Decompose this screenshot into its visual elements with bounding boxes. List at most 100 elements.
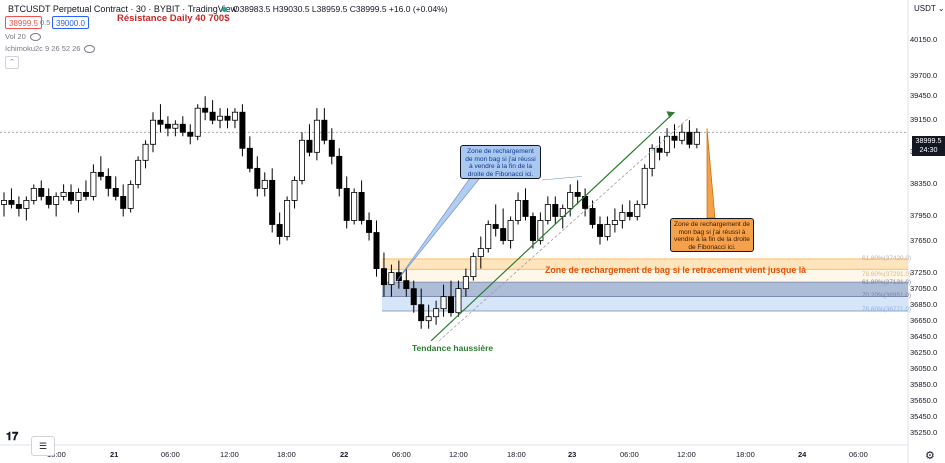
candle-body: [373, 232, 380, 269]
candle-body: [298, 139, 305, 181]
candle-body: [75, 192, 82, 201]
candle-body: [597, 224, 604, 237]
candle-body: [15, 204, 22, 209]
candle-body: [671, 135, 678, 141]
candle-body: [604, 224, 611, 237]
candle-body: [53, 196, 60, 205]
candle-body: [164, 123, 171, 129]
candle-body: [418, 304, 425, 322]
note-left[interactable]: Zone de rechargement de mon bag si j'ai …: [460, 145, 541, 179]
candle-body: [433, 308, 440, 318]
candle-body: [187, 131, 194, 137]
currency-label: USDT: [914, 4, 936, 13]
time-tick-label: 23: [568, 450, 577, 459]
candle-body: [23, 200, 30, 209]
candle-body: [82, 192, 89, 197]
time-tick-label: 12:00: [220, 450, 239, 459]
candle-body: [693, 131, 700, 145]
ichimoku-indicator[interactable]: Ichimoku2c 9 26 52 26: [5, 44, 96, 54]
time-tick-label: 18:00: [277, 450, 296, 459]
price-tick-label: 35450.0: [910, 411, 938, 421]
candle-body: [127, 183, 134, 209]
candle-body: [522, 200, 529, 217]
chevron-down-icon: ⌄: [937, 4, 945, 13]
candle-body: [217, 115, 224, 121]
note-right-pointer: [706, 128, 716, 219]
price-tick-label: 36450.0: [910, 331, 938, 341]
candle-body: [336, 155, 343, 189]
candle-body: [537, 220, 544, 241]
candle-body: [410, 288, 417, 306]
ohlc-values: O38983.5 H39030.5 L38959.5 C38999.5 +16.…: [233, 4, 448, 14]
currency-selector[interactable]: USDT ⌄: [914, 4, 945, 13]
candle-body: [395, 272, 402, 282]
price-tick-label: 36250.0: [910, 347, 938, 357]
current-price-label: 38999.5 24:30: [912, 136, 945, 156]
ohlc-status-dot: [222, 7, 227, 12]
candle-body: [492, 224, 499, 229]
candle-body: [149, 119, 156, 145]
candle-body: [470, 256, 477, 278]
candle-body: [254, 167, 261, 189]
collapse-legend-button[interactable]: ⌃: [5, 56, 19, 69]
volume-indicator[interactable]: Vol 20: [5, 32, 41, 42]
time-tick-label: 06:00: [161, 450, 180, 459]
projection-dashed-line: [438, 116, 690, 342]
eye-icon[interactable]: [29, 33, 41, 42]
fib-zone-orange-lower: [382, 269, 908, 283]
candle-body: [239, 111, 246, 149]
candle-body: [112, 187, 119, 197]
spread-value: 0.5: [40, 18, 51, 27]
candle-body: [45, 196, 52, 205]
candle-body: [567, 192, 574, 209]
fib-label-786: 78.60%(36771.0): [862, 306, 912, 313]
candle-body: [403, 280, 410, 290]
candle-body: [276, 224, 283, 237]
candle-body: [656, 147, 663, 153]
buy-button[interactable]: 39000.0: [52, 16, 89, 29]
candle-body: [30, 187, 37, 201]
sell-button[interactable]: 38999.5: [5, 16, 42, 29]
candle-body: [358, 192, 365, 221]
price-tick-label: 36050.0: [910, 363, 938, 373]
time-tick-label: 06:00: [620, 450, 639, 459]
candle-body: [90, 171, 97, 197]
eye-icon[interactable]: [84, 45, 96, 54]
candle-body: [425, 316, 432, 322]
fib-label-618-bottom: 61.80%(37131.0): [862, 279, 912, 286]
candle-body: [343, 187, 350, 221]
price-tick-label: 39150.0: [910, 115, 938, 125]
object-tree-button[interactable]: ☰: [31, 436, 55, 456]
candle-body: [157, 119, 164, 125]
trend-label: Tendance haussière: [412, 343, 494, 353]
price-tick-label: 35850.0: [910, 379, 938, 389]
candle-body: [306, 139, 313, 153]
settings-gear-icon[interactable]: ⚙: [925, 450, 935, 462]
candle-body: [574, 192, 581, 197]
current-price-value: 38999.5: [915, 136, 942, 145]
candle-body: [366, 220, 373, 233]
candle-body: [462, 276, 469, 290]
candle-body: [68, 192, 75, 201]
candle-body: [686, 131, 693, 145]
note-right[interactable]: Zone de rechargement de mon bag si j'ai …: [670, 218, 754, 252]
candle-body: [172, 123, 179, 129]
price-tick-label: 37250.0: [910, 267, 938, 277]
candle-body: [529, 216, 536, 241]
candle-body: [455, 288, 462, 314]
candle-body: [544, 204, 551, 221]
time-tick-label: 06:00: [849, 450, 868, 459]
note-left-leader: [541, 176, 583, 181]
candle-body: [142, 143, 149, 161]
time-tick-label: 12:00: [677, 450, 696, 459]
fib-label-702: 70.20%(36951.0): [862, 292, 912, 299]
time-tick-label: 21: [110, 450, 119, 459]
time-tick-label: 12:00: [449, 450, 468, 459]
candle-body: [507, 220, 514, 241]
candle-body: [447, 296, 454, 314]
symbol-title: BTCUSDT Perpetual Contract · 30 · BYBIT …: [8, 4, 238, 14]
price-tick-label: 37650.0: [910, 235, 938, 245]
volume-indicator-label: Vol 20: [5, 32, 26, 41]
candle-body: [619, 212, 626, 221]
